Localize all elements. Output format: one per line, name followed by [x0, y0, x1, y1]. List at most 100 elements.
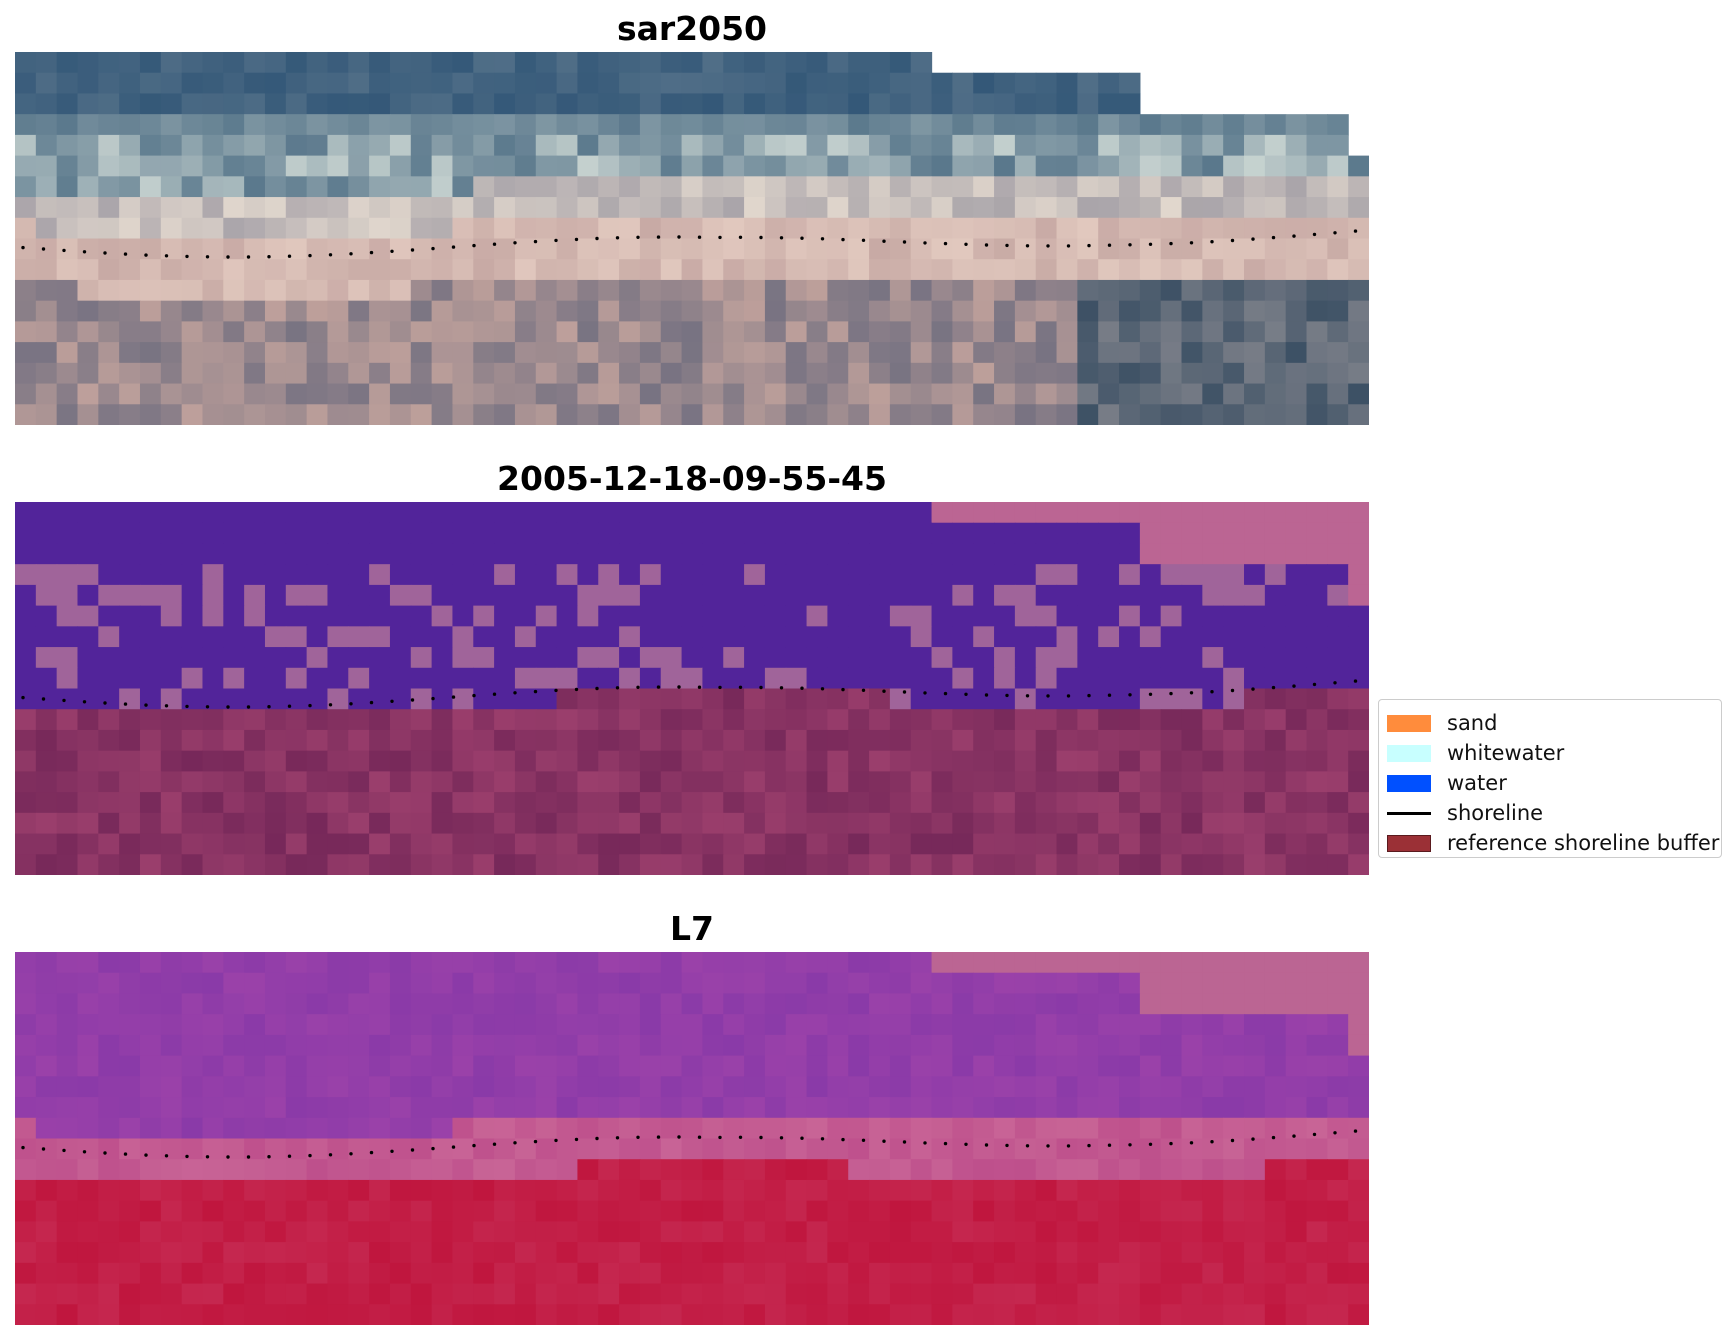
shoreline-point: [41, 697, 46, 701]
shoreline-point: [513, 241, 517, 245]
shoreline-point: [185, 254, 189, 259]
shoreline-point: [349, 252, 353, 256]
shoreline-point: [103, 1151, 107, 1155]
shoreline-point: [21, 695, 25, 700]
shoreline-point: [205, 705, 210, 709]
shoreline-point: [1107, 693, 1112, 697]
reference-buffer-swatch: [1387, 834, 1431, 852]
shoreline-points: [21, 679, 1358, 709]
shoreline-point: [923, 1141, 927, 1145]
shoreline-point: [759, 235, 763, 240]
shoreline-point: [1087, 693, 1091, 698]
shoreline-point: [861, 1138, 866, 1142]
shoreline-point: [328, 1153, 333, 1157]
shoreline-point: [779, 236, 784, 240]
shoreline-point: [1148, 242, 1153, 246]
shoreline-point: [820, 1137, 825, 1141]
shoreline-point: [1312, 682, 1317, 687]
shoreline-point: [943, 1141, 948, 1146]
legend: sand whitewater water shoreline referenc…: [1378, 699, 1722, 858]
shoreline-point: [656, 685, 661, 689]
shoreline-point: [1251, 237, 1255, 241]
shoreline-point: [1210, 1140, 1214, 1144]
shoreline-point: [738, 1135, 743, 1139]
shoreline-point: [1005, 693, 1009, 698]
shoreline-point: [841, 237, 845, 242]
shoreline-point: [21, 245, 25, 250]
shoreline-point: [1189, 1141, 1194, 1145]
shoreline-point: [943, 241, 948, 246]
shoreline-point: [1333, 1131, 1337, 1135]
shoreline-point: [1271, 235, 1276, 240]
shoreline-point: [226, 705, 230, 709]
shoreline-point: [390, 249, 394, 253]
shoreline-point: [513, 1141, 517, 1145]
shoreline-point: [369, 700, 374, 705]
shoreline-point: [308, 1153, 312, 1158]
shoreline-point: [554, 1138, 558, 1143]
shoreline-point: [697, 235, 702, 239]
shoreline-point: [185, 704, 189, 709]
shoreline-point: [1025, 244, 1030, 248]
water-swatch: [1387, 774, 1431, 792]
shoreline-point: [697, 1135, 702, 1139]
legend-label-sand: sand: [1447, 711, 1498, 735]
shoreline-point: [1189, 241, 1194, 245]
panel-image-index: [15, 952, 1369, 1325]
shoreline-point: [964, 242, 968, 246]
shoreline-point: [800, 236, 804, 240]
shoreline-point: [1292, 234, 1296, 238]
shoreline-point: [1066, 1144, 1071, 1148]
shoreline-point: [144, 1153, 148, 1157]
shoreline-point: [779, 686, 784, 690]
shoreline-point: [1046, 244, 1050, 248]
legend-item-water: water: [1387, 768, 1713, 798]
shoreline-point: [144, 703, 148, 707]
shoreline-point: [1107, 243, 1112, 247]
panel-title-rgb: sar2050: [616, 9, 768, 48]
shoreline-point: [328, 253, 333, 257]
shoreline-point: [1128, 1143, 1132, 1147]
shoreline-point: [349, 702, 353, 706]
shoreline-point: [492, 1142, 497, 1146]
shoreline-point: [718, 235, 722, 240]
shoreline-point: [472, 1143, 476, 1148]
shoreline-point: [513, 691, 517, 695]
shoreline-point: [574, 1137, 579, 1142]
shoreline-point: [1353, 229, 1358, 233]
shoreline-point: [185, 1154, 189, 1159]
shoreline-point: [492, 692, 497, 696]
legend-label-reference-buffer: reference shoreline buffer: [1447, 831, 1720, 855]
shoreline-point: [902, 240, 907, 244]
shoreline-point: [164, 704, 169, 708]
shoreline-point: [328, 703, 333, 707]
shoreline-point: [82, 1150, 87, 1154]
shoreline-point: [1292, 684, 1296, 688]
shoreline-point: [226, 255, 230, 259]
shoreline-point: [1230, 688, 1235, 693]
shoreline-point: [1353, 679, 1358, 683]
shoreline-point: [1148, 1142, 1153, 1146]
shoreline-point: [472, 243, 476, 248]
shoreline-point: [554, 688, 558, 693]
shoreline-point: [62, 1148, 66, 1153]
panel-title-index: L7: [670, 909, 714, 948]
shoreline-point: [267, 255, 271, 259]
shoreline-point: [759, 1135, 763, 1140]
shoreline-point: [410, 248, 415, 252]
shoreline-point: [841, 1137, 845, 1142]
shoreline-point: [349, 1152, 353, 1156]
shoreline-point: [800, 686, 804, 690]
shoreline-point: [62, 248, 66, 253]
shoreline-point: [21, 1145, 25, 1150]
shoreline-point: [1169, 691, 1173, 696]
sand-swatch: [1387, 714, 1431, 732]
shoreline-point: [738, 685, 743, 689]
shoreline-point: [615, 1136, 620, 1140]
legend-item-sand: sand: [1387, 708, 1713, 738]
legend-item-whitewater: whitewater: [1387, 738, 1713, 768]
shoreline-point: [533, 239, 538, 244]
shoreline-point: [902, 1140, 907, 1144]
shoreline-point: [205, 1155, 210, 1159]
shoreline-point: [1210, 240, 1214, 244]
